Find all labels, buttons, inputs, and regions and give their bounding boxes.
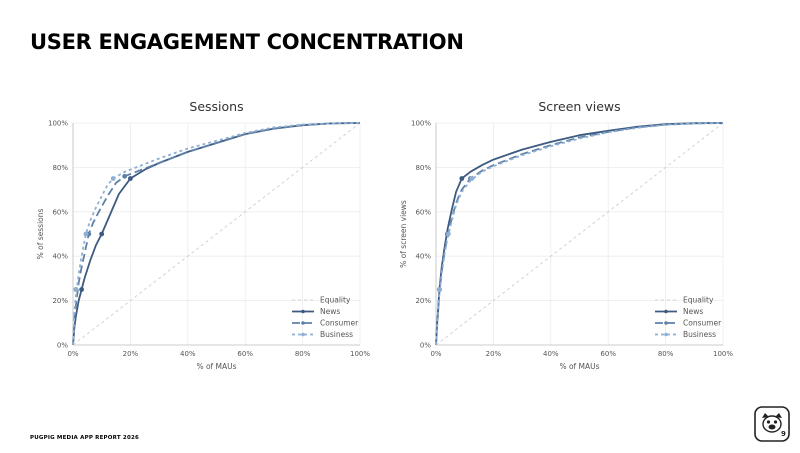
legend-marker-consumer: [301, 321, 305, 325]
x-tick-label: 100%: [713, 350, 733, 358]
series-marker-consumer: [122, 173, 128, 179]
legend-label-equality: Equality: [320, 296, 351, 305]
y-tick-label: 60%: [52, 208, 68, 216]
screen-views-chart: Screen views 0% 20% 40% 60% 80% 100% 0% 20% 40% 60…: [399, 99, 733, 371]
series-line-business: [435, 122, 724, 346]
series-marker-business: [469, 176, 475, 181]
sessions-chart: Sessions 0% 20% 40% 60% 80% 100% 0% 20% 40% 60% 80%…: [36, 99, 370, 371]
x-tick-label: 80%: [295, 350, 311, 358]
y-tick-label: 20%: [415, 297, 431, 305]
x-tick-label: 20%: [123, 350, 139, 358]
series-marker-news: [79, 287, 85, 292]
svg-text:9: 9: [781, 430, 786, 438]
legend-label-business: Business: [683, 330, 716, 339]
series-marker-business: [73, 287, 79, 292]
y-tick-label: 60%: [415, 208, 431, 216]
y-axis-label: % of screen views: [399, 200, 408, 268]
page-title: USER ENGAGEMENT CONCENTRATION: [30, 30, 464, 54]
legend-marker-business: [301, 332, 305, 337]
chart-title: Sessions: [189, 99, 243, 114]
y-axis-label: % of sessions: [36, 209, 45, 260]
y-tick-label: 20%: [52, 297, 68, 305]
legend-label-consumer: Consumer: [683, 319, 722, 328]
legend-label-business: Business: [320, 330, 353, 339]
legend-label-equality: Equality: [683, 296, 714, 305]
legend-marker-news: [301, 309, 305, 314]
x-tick-label: 0%: [67, 350, 78, 358]
legend-marker-business: [664, 332, 668, 337]
series-line-consumer: [72, 122, 361, 346]
x-tick-label: 40%: [180, 350, 196, 358]
series-line-equality: [72, 122, 361, 346]
y-tick-label: 0%: [420, 342, 431, 350]
y-tick-label: 0%: [57, 342, 68, 350]
x-axis-label: % of MAUs: [196, 362, 236, 371]
series-marker-business: [110, 176, 116, 181]
legend-marker-news: [664, 309, 668, 314]
legend-marker-consumer: [664, 321, 668, 325]
y-tick-label: 100%: [411, 120, 431, 128]
pug-logo-icon: 9: [754, 406, 790, 442]
report-footer: PUGPIG MEDIA APP REPORT 2026: [30, 435, 140, 441]
x-tick-label: 40%: [543, 350, 559, 358]
chart-title: Screen views: [538, 99, 620, 114]
series-marker-news: [99, 231, 105, 237]
y-tick-label: 80%: [52, 164, 68, 172]
legend-label-news: News: [320, 307, 340, 316]
y-tick-label: 40%: [415, 253, 431, 261]
y-tick-label: 40%: [52, 253, 68, 261]
y-tick-label: 100%: [48, 120, 68, 128]
x-tick-label: 60%: [237, 350, 253, 358]
legend-label-consumer: Consumer: [320, 319, 359, 328]
series-marker-business: [445, 231, 451, 237]
legend-label-news: News: [683, 307, 703, 316]
series-marker-news: [459, 176, 465, 181]
series-marker-business: [83, 231, 89, 237]
series-marker-news: [128, 176, 133, 181]
series-marker-business: [437, 287, 442, 292]
x-tick-label: 20%: [486, 350, 502, 358]
x-tick-label: 60%: [600, 350, 616, 358]
y-tick-label: 80%: [415, 164, 431, 172]
x-tick-label: 80%: [658, 350, 674, 358]
x-axis-label: % of MAUs: [559, 362, 599, 371]
x-tick-label: 0%: [430, 350, 441, 358]
x-tick-label: 100%: [350, 350, 370, 358]
series-line-equality: [435, 122, 724, 346]
